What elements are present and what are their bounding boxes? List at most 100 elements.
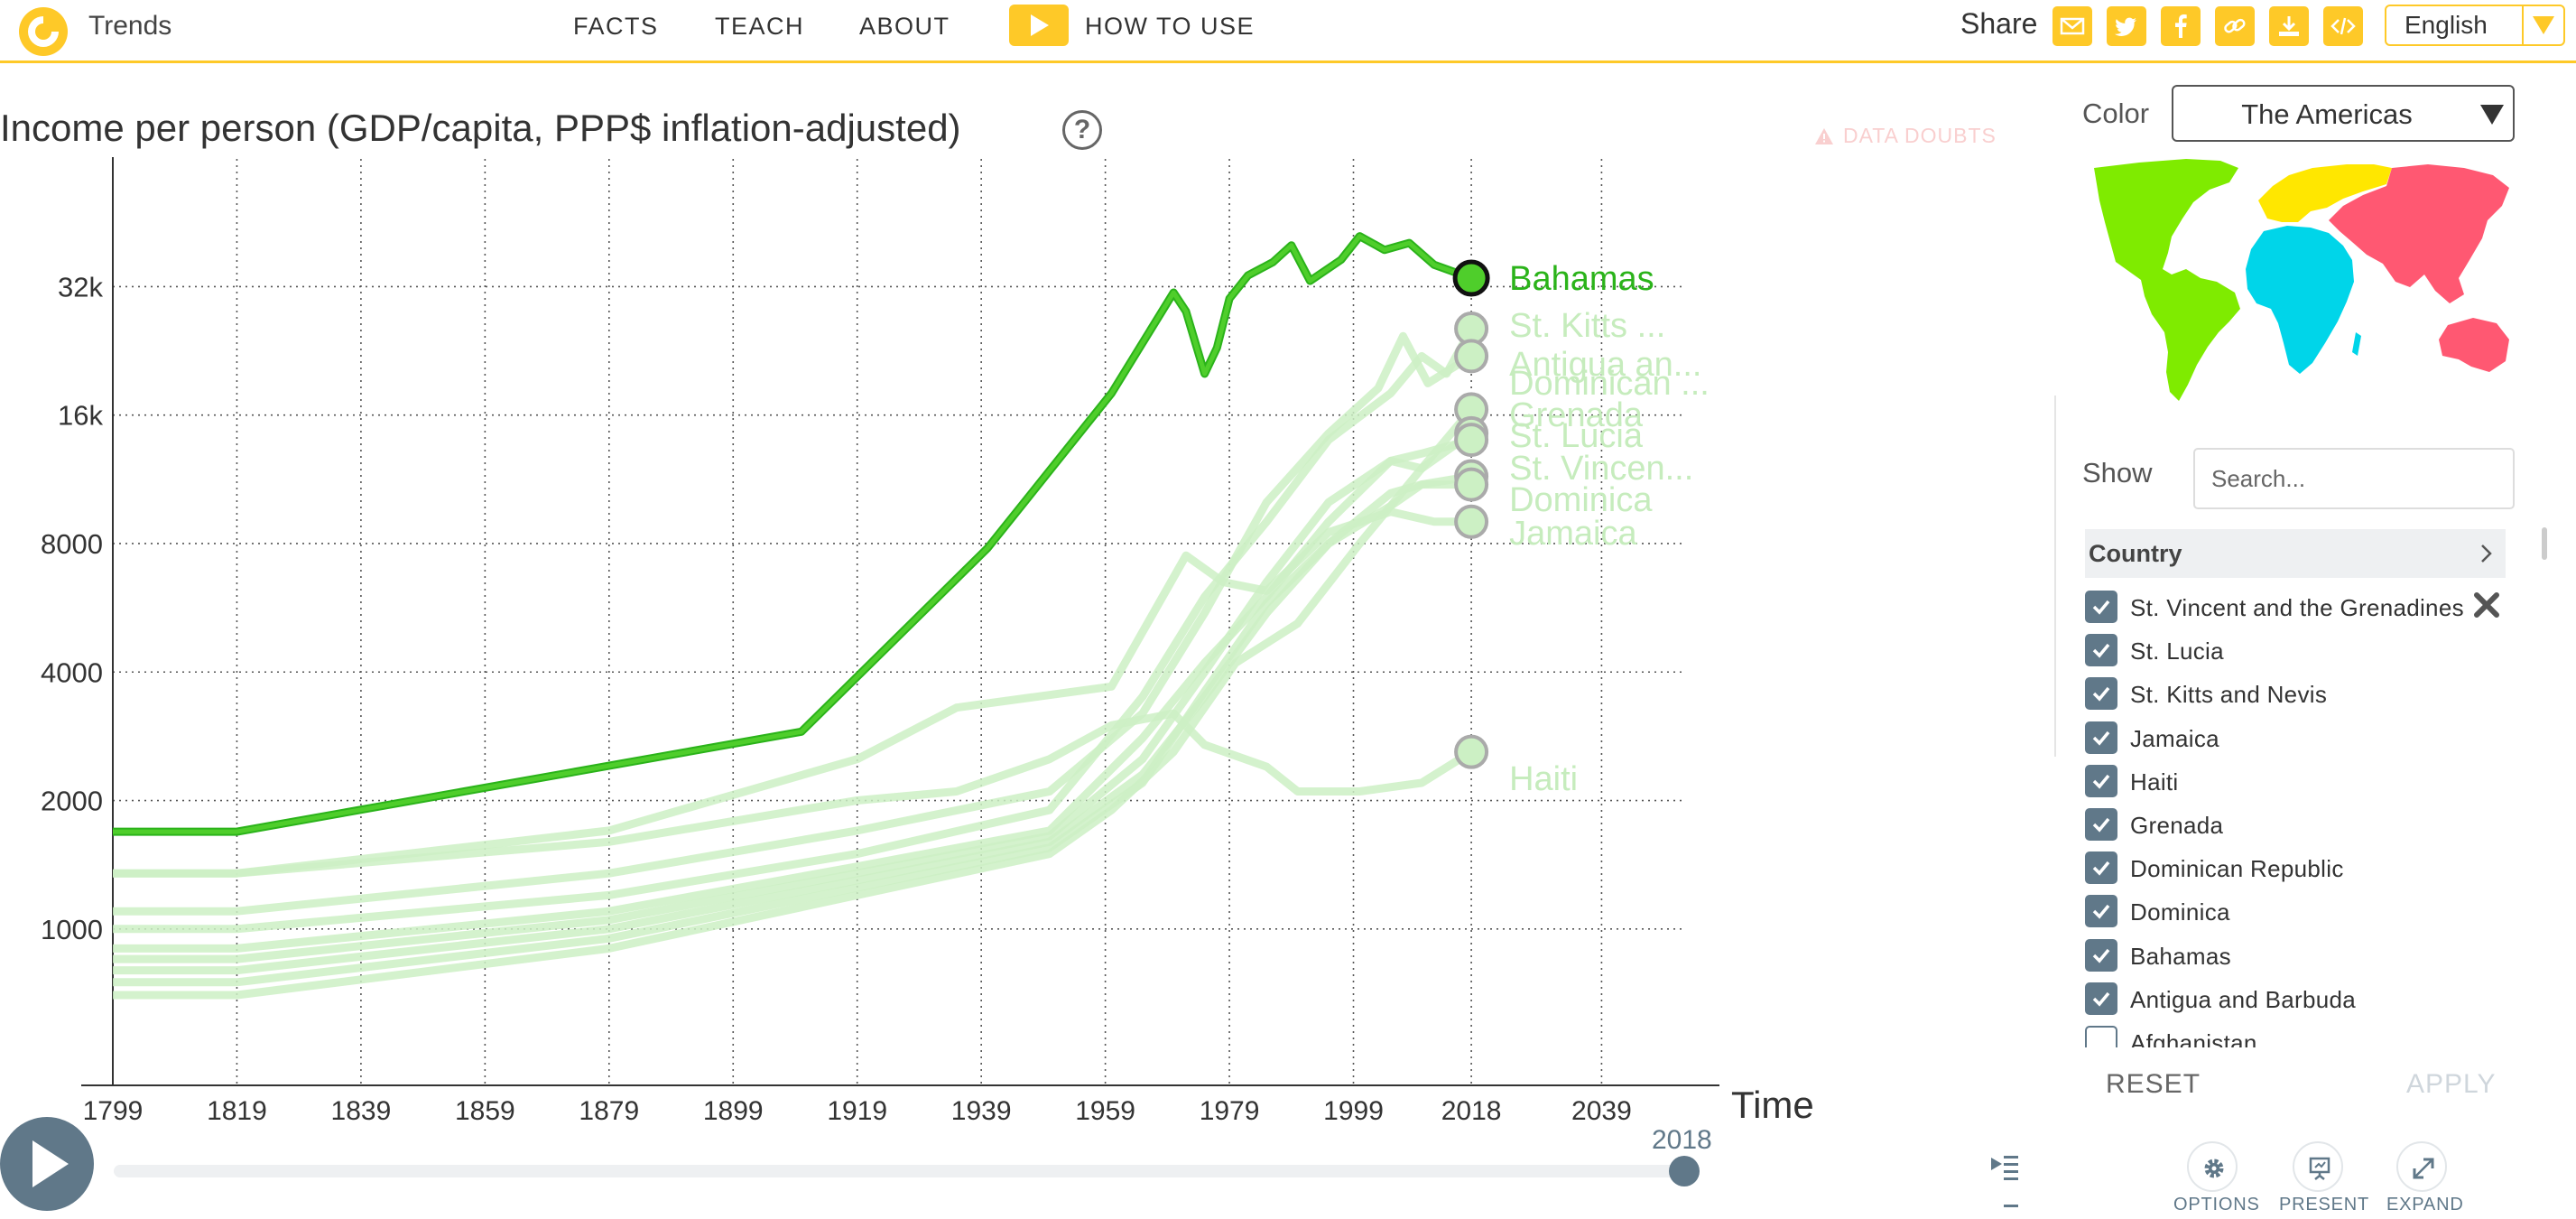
country-label[interactable]: St. Vincent and the Grenadines <box>2130 594 2464 621</box>
time-slider-handle[interactable] <box>1669 1156 1700 1186</box>
country-list-item[interactable]: Bahamas <box>2085 934 2518 977</box>
country-list-item[interactable]: Dominica <box>2085 889 2518 933</box>
series-label-dominica[interactable]: Dominica <box>1509 481 1653 519</box>
series-label-bahamas[interactable]: Bahamas <box>1509 260 1654 298</box>
remove-selection-icon[interactable] <box>2473 591 2500 619</box>
present-label[interactable]: PRESENT <box>2279 1195 2370 1214</box>
country-label[interactable]: St. Lucia <box>2130 637 2224 665</box>
country-checkbox[interactable] <box>2085 677 2117 711</box>
world-map-legend[interactable] <box>2085 155 2518 408</box>
country-label[interactable]: St. Kitts and Nevis <box>2130 681 2328 709</box>
country-checkbox[interactable] <box>2085 591 2117 623</box>
map-region-africa[interactable] <box>2246 226 2354 374</box>
chart-title[interactable]: Income per person (GDP/capita, PPP$ infl… <box>0 107 961 149</box>
present-button[interactable] <box>2293 1141 2343 1192</box>
country-checkbox[interactable] <box>2085 851 2117 885</box>
country-checkbox[interactable] <box>2085 807 2117 841</box>
country-label[interactable]: Jamaica <box>2130 724 2219 752</box>
country-checkbox[interactable] <box>2085 938 2117 972</box>
share-link-button[interactable] <box>2215 6 2255 46</box>
apply-button[interactable]: APPLY <box>2406 1069 2497 1099</box>
language-caret[interactable] <box>2522 6 2563 44</box>
expand-button[interactable] <box>2396 1141 2447 1192</box>
country-label[interactable]: Antigua and Barbuda <box>2130 985 2357 1013</box>
series-line-bahamas[interactable] <box>113 234 1472 834</box>
map-region-madagascar[interactable] <box>2352 332 2361 356</box>
data-doubts-link[interactable]: DATA DOUBTS <box>1814 124 1997 148</box>
series-label-grenada[interactable]: Grenada <box>1509 396 1644 434</box>
color-select[interactable]: The Americas <box>2172 85 2515 142</box>
x-tick-label: 2018 <box>1441 1096 1502 1126</box>
series-end-marker-st-lucia[interactable] <box>1454 423 1489 458</box>
series-end-marker-bahamas[interactable] <box>1452 259 1490 297</box>
series-line-antigua-and-barbuda[interactable] <box>113 331 1474 916</box>
country-list-scrollbar[interactable] <box>2542 527 2547 560</box>
how-to-use-label[interactable]: HOW TO USE <box>1085 13 1256 40</box>
series-line-st-kitts-and-nevis[interactable] <box>113 326 1476 934</box>
country-label[interactable]: Haiti <box>2130 768 2179 796</box>
series-line-haiti[interactable] <box>113 709 1474 878</box>
country-list-item[interactable]: Afghanistan <box>2085 1020 2518 1047</box>
country-label[interactable]: Dominica <box>2130 898 2230 926</box>
series-line-st-vincent-and-the-grenadines[interactable] <box>113 472 1472 975</box>
expand-label[interactable]: EXPAND <box>2386 1195 2464 1214</box>
map-region-oceania[interactable] <box>2439 318 2509 372</box>
country-list-item[interactable]: Grenada <box>2085 803 2518 846</box>
share-facebook-button[interactable] <box>2161 6 2201 46</box>
play-button[interactable] <box>0 1117 94 1211</box>
share-embed-button[interactable] <box>2323 6 2363 46</box>
map-region-europe[interactable] <box>2258 164 2392 222</box>
language-select[interactable]: English <box>2385 5 2565 46</box>
share-twitter-button[interactable] <box>2107 6 2146 46</box>
country-list-header[interactable]: Country <box>2085 529 2506 578</box>
gapminder-logo-icon[interactable] <box>16 5 72 58</box>
country-list-item[interactable]: St. Lucia <box>2085 628 2518 672</box>
map-region-asia[interactable] <box>2329 164 2509 303</box>
series-label-st-kitts-and-nevis[interactable]: St. Kitts ... <box>1509 307 1665 345</box>
series-end-marker-haiti[interactable] <box>1454 734 1489 769</box>
country-checkbox[interactable] <box>2085 764 2117 797</box>
country-label[interactable]: Dominican Republic <box>2130 855 2344 883</box>
reset-button[interactable]: RESET <box>2106 1069 2201 1099</box>
country-list-item[interactable]: Jamaica <box>2085 716 2518 759</box>
country-label[interactable]: Afghanistan <box>2130 1028 2257 1047</box>
country-checkbox[interactable] <box>2085 721 2117 754</box>
series-label-antigua-and-barbuda[interactable]: Antigua an... <box>1509 346 1701 384</box>
time-slider-track[interactable] <box>114 1165 1684 1177</box>
series-label-st-lucia[interactable]: St. Lucia <box>1509 417 1644 455</box>
country-label[interactable]: Bahamas <box>2130 942 2231 970</box>
country-list-item[interactable]: St. Vincent and the Grenadines <box>2085 585 2518 628</box>
series-end-marker-jamaica[interactable] <box>1454 504 1489 539</box>
series-line-jamaica[interactable] <box>113 507 1472 878</box>
series-line-dominica[interactable] <box>113 480 1472 987</box>
x-axis-title[interactable]: Time <box>1731 1084 1814 1126</box>
country-checkbox[interactable] <box>2085 895 2117 928</box>
country-list-item[interactable]: Antigua and Barbuda <box>2085 977 2518 1020</box>
map-region-americas[interactable] <box>2094 159 2240 401</box>
share-download-button[interactable] <box>2269 6 2309 46</box>
series-end-marker-dominica[interactable] <box>1454 467 1489 502</box>
country-checkbox[interactable] <box>2085 634 2117 667</box>
series-end-marker-antigua-and-barbuda[interactable] <box>1454 339 1489 374</box>
country-list-item[interactable]: St. Kitts and Nevis <box>2085 672 2518 715</box>
series-label-jamaica[interactable]: Jamaica <box>1509 515 1637 553</box>
country-list-item[interactable]: Haiti <box>2085 759 2518 803</box>
help-icon[interactable]: ? <box>1062 110 1102 150</box>
country-label[interactable]: Grenada <box>2130 811 2224 839</box>
nav-about[interactable]: ABOUT <box>859 13 950 40</box>
country-checkbox[interactable] <box>2085 1025 2117 1047</box>
country-checkbox[interactable] <box>2085 982 2117 1015</box>
dialog-menu-icon[interactable] <box>1989 1154 2020 1210</box>
country-list-item[interactable]: Dominican Republic <box>2085 846 2518 889</box>
how-to-use-button[interactable] <box>1009 5 1069 46</box>
share-email-button[interactable] <box>2052 6 2092 46</box>
series-label-dominican-republic[interactable]: Dominican ... <box>1509 365 1710 403</box>
series-label-haiti[interactable]: Haiti <box>1509 760 1578 798</box>
search-input[interactable] <box>2193 448 2515 509</box>
series-line-grenada[interactable] <box>113 430 1474 953</box>
options-label[interactable]: OPTIONS <box>2173 1195 2260 1214</box>
series-label-st-vincent-and-the-grenadines[interactable]: St. Vincen... <box>1509 450 1693 488</box>
nav-facts[interactable]: FACTS <box>573 13 659 40</box>
options-button[interactable] <box>2187 1141 2238 1192</box>
nav-teach[interactable]: TEACH <box>715 13 805 40</box>
